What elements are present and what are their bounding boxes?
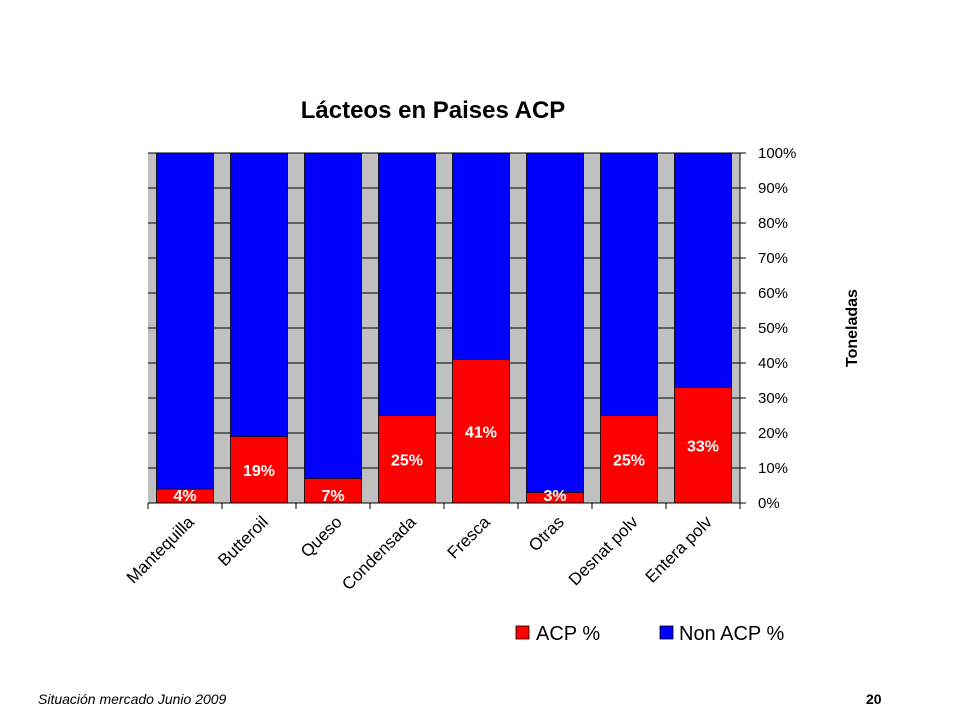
bar-acp: [230, 436, 288, 503]
bar-acp: [156, 489, 214, 503]
data-label: 19%: [243, 463, 275, 480]
data-label: 7%: [321, 488, 344, 505]
legend-label: Non ACP %: [679, 623, 784, 645]
data-label: 25%: [613, 452, 645, 469]
page-number: 20: [866, 691, 882, 707]
data-labels: 4% 19% 7% 25% 41% 3% 25% 33%: [173, 424, 719, 505]
data-label: 33%: [687, 438, 719, 455]
x-category-label: Otras: [525, 512, 568, 555]
bar-acp: [674, 387, 732, 503]
y-axis-label: Toneladas: [844, 289, 861, 367]
y-tick-label: 10%: [758, 460, 788, 477]
y-tick-label: 50%: [758, 320, 788, 337]
y-tick-label: 90%: [758, 180, 788, 197]
legend-label: ACP %: [536, 623, 600, 645]
x-category-label: Butteroil: [214, 512, 272, 570]
data-label: 41%: [465, 424, 497, 441]
x-category-label: Desnat polv: [565, 512, 642, 589]
y-tick-label: 40%: [758, 355, 788, 372]
footer-source: Situación mercado Junio 2009: [38, 691, 227, 707]
x-category-label: Condensada: [338, 512, 420, 594]
bar-acp: [378, 415, 436, 503]
legend-swatch: [659, 625, 674, 640]
y-tick-label: 70%: [758, 250, 788, 267]
bar-non-acp: [600, 153, 658, 416]
data-label: 4%: [173, 488, 196, 505]
bar-non-acp: [674, 153, 732, 388]
bars: [156, 152, 732, 504]
bar-acp: [526, 492, 584, 503]
x-category-label: Mantequilla: [123, 512, 198, 587]
bar-acp: [600, 415, 658, 503]
y-tick-label: 0%: [758, 495, 780, 512]
y-tick-label: 20%: [758, 425, 788, 442]
bar-acp: [304, 478, 362, 503]
bar-non-acp: [378, 153, 436, 416]
y-tick-label: 30%: [758, 390, 788, 407]
y-tick-label: 60%: [758, 285, 788, 302]
legend-swatch: [515, 625, 530, 640]
y-tick-labels: 0% 10% 20% 30% 40% 50% 60% 70% 80% 90% 100%: [758, 145, 796, 512]
bar-non-acp: [230, 153, 288, 437]
bar-acp: [452, 359, 510, 503]
data-label: 3%: [543, 488, 566, 505]
legend: ACP % Non ACP %: [515, 623, 784, 645]
data-label: 25%: [391, 452, 423, 469]
bar-non-acp: [526, 153, 584, 493]
x-category-label: Queso: [297, 512, 346, 561]
x-category-label: Fresca: [444, 512, 495, 563]
axes: [147, 152, 746, 509]
bar-non-acp: [156, 153, 214, 489]
x-category-label: Entera polv: [642, 512, 717, 587]
bar-non-acp: [304, 153, 362, 479]
y-tick-label: 100%: [758, 145, 796, 162]
bar-non-acp: [452, 153, 510, 360]
chart-title: Lácteos en Paises ACP: [301, 97, 566, 124]
y-tick-label: 80%: [758, 215, 788, 232]
